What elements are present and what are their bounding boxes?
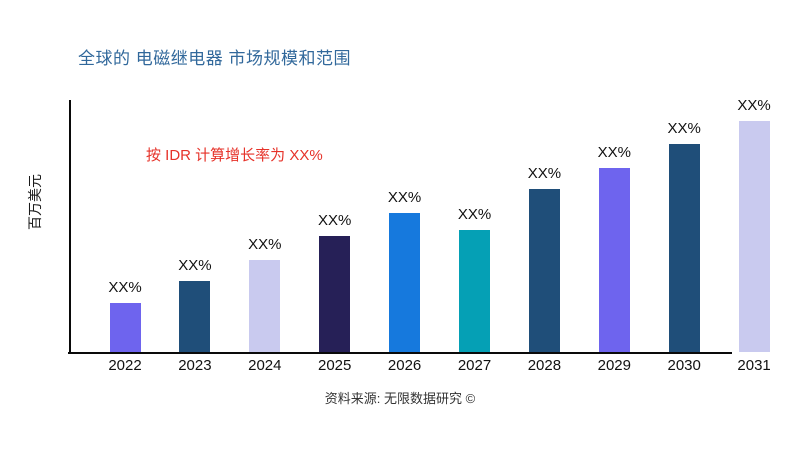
x-tick-label-2030: 2030 bbox=[667, 357, 701, 374]
x-tick-label-2024: 2024 bbox=[248, 357, 282, 374]
bar-value-label-2027: XX% bbox=[457, 206, 492, 223]
bar-2028 bbox=[528, 189, 560, 352]
bar-value-label-2023: XX% bbox=[178, 257, 212, 274]
chart-title: 全球的 电磁继电器 市场规模和范围 bbox=[78, 49, 351, 68]
bar-2025 bbox=[319, 236, 351, 352]
bar-value-label-2030: XX% bbox=[667, 120, 701, 137]
bar-2027 bbox=[459, 230, 490, 352]
bar-2026 bbox=[389, 213, 421, 352]
bar-value-label-2022: XX% bbox=[108, 279, 142, 296]
x-tick-label-2031: 2031 bbox=[737, 357, 771, 374]
x-tick-label-2027: 2027 bbox=[457, 357, 492, 374]
bar-value-label-2026: XX% bbox=[387, 189, 422, 206]
x-tick-label-2026: 2026 bbox=[387, 357, 422, 374]
bar-2029 bbox=[598, 168, 630, 352]
bar-value-label-2029: XX% bbox=[597, 144, 631, 161]
bar-value-label-2028: XX% bbox=[527, 165, 562, 182]
x-tick-label-2022: 2022 bbox=[108, 357, 142, 374]
y-axis-title: 百万美元 bbox=[27, 174, 43, 230]
source-note: 资料来源: 无限数据研究 © bbox=[324, 391, 476, 406]
bar-2030 bbox=[668, 144, 700, 352]
bar-2022 bbox=[109, 303, 141, 352]
x-axis-line bbox=[68, 352, 732, 354]
bar-2024 bbox=[249, 260, 281, 352]
bar-value-label-2024: XX% bbox=[248, 236, 282, 253]
bar-2031 bbox=[738, 121, 770, 352]
x-tick-label-2025: 2025 bbox=[318, 357, 352, 374]
x-tick-label-2023: 2023 bbox=[178, 357, 212, 374]
bar-2023 bbox=[179, 281, 211, 352]
bar-value-label-2025: XX% bbox=[318, 212, 352, 229]
bar-value-label-2031: XX% bbox=[737, 97, 771, 114]
y-axis-line bbox=[69, 100, 71, 354]
growth-annotation: 按 IDR 计算增长率为 XX% bbox=[146, 147, 323, 164]
x-tick-label-2029: 2029 bbox=[597, 357, 631, 374]
x-tick-label-2028: 2028 bbox=[527, 357, 562, 374]
